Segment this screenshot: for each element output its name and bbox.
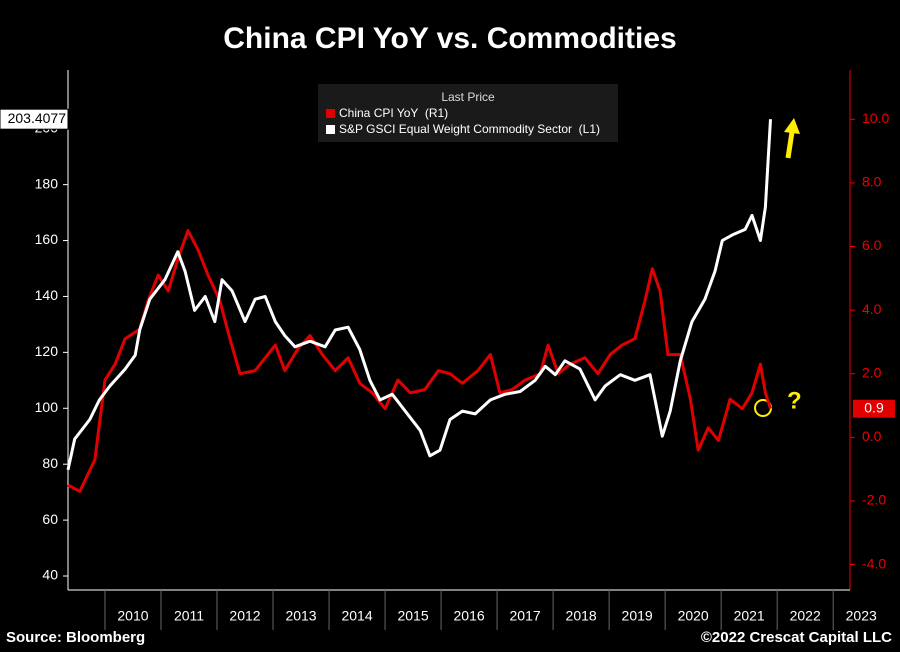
y-tick-label: 180	[35, 175, 59, 191]
y2-tick-label: 8.0	[862, 174, 882, 190]
last-value-label: 0.9	[864, 399, 884, 415]
x-tick-label: 2015	[397, 608, 428, 624]
y-tick-label: 160	[35, 231, 59, 247]
source: Source: Bloomberg	[6, 629, 145, 646]
x-tick-label: 2012	[229, 608, 260, 624]
arrow-head	[784, 118, 800, 134]
y-tick-label: 80	[42, 455, 58, 471]
x-tick-label: 2010	[117, 608, 148, 624]
y2-tick-label: 2.0	[862, 364, 882, 380]
annotation: ?	[787, 387, 802, 414]
x-tick-label: 2011	[174, 608, 204, 624]
copyright: ©2022 Crescat Capital LLC	[701, 629, 892, 646]
y-tick-label: 100	[35, 399, 59, 415]
x-tick-label: 2020	[678, 608, 709, 624]
x-tick-label: 2017	[510, 608, 541, 624]
y2-tick-label: -2.0	[862, 492, 886, 508]
x-tick-label: 2013	[285, 608, 316, 624]
series-line	[67, 229, 772, 493]
y-tick-label: 60	[42, 511, 58, 527]
x-tick-label: 2021	[734, 608, 765, 624]
last-value-box	[0, 108, 69, 130]
y2-tick-label: 4.0	[862, 301, 882, 317]
last-value-label: 203.4077	[8, 110, 67, 126]
y-tick-label: 140	[35, 287, 59, 303]
legend-box	[318, 84, 618, 142]
x-tick-label: 2022	[790, 608, 821, 624]
y2-tick-label: -4.0	[862, 555, 886, 571]
legend-title: Last Price	[441, 90, 495, 104]
chart-title: China CPI YoY vs. Commodities	[223, 22, 676, 55]
x-tick-label: 2016	[454, 608, 485, 624]
legend-label: China CPI YoY (R1)	[339, 106, 448, 120]
y2-tick-label: 6.0	[862, 237, 882, 253]
arrow-annotation	[784, 118, 800, 159]
y2-tick-label: 0.0	[862, 428, 882, 444]
x-tick-label: 2014	[341, 608, 372, 624]
arrow-shaft	[785, 131, 795, 159]
legend-label: S&P GSCI Equal Weight Commodity Sector (…	[339, 122, 600, 136]
legend-swatch	[326, 125, 335, 134]
legend: Last Price China CPI YoY (R1) S&P GSCI Eq…	[318, 84, 618, 142]
x-tick-label: 2019	[622, 608, 653, 624]
y2-tick-label: 10.0	[862, 110, 889, 126]
last-value-box	[853, 399, 895, 418]
series-line	[66, 119, 772, 471]
y-tick-label: 120	[35, 343, 59, 359]
y-tick-label: 40	[42, 567, 58, 583]
x-tick-label: 2023	[846, 608, 877, 624]
legend-swatch	[326, 109, 335, 118]
x-tick-label: 2018	[566, 608, 597, 624]
